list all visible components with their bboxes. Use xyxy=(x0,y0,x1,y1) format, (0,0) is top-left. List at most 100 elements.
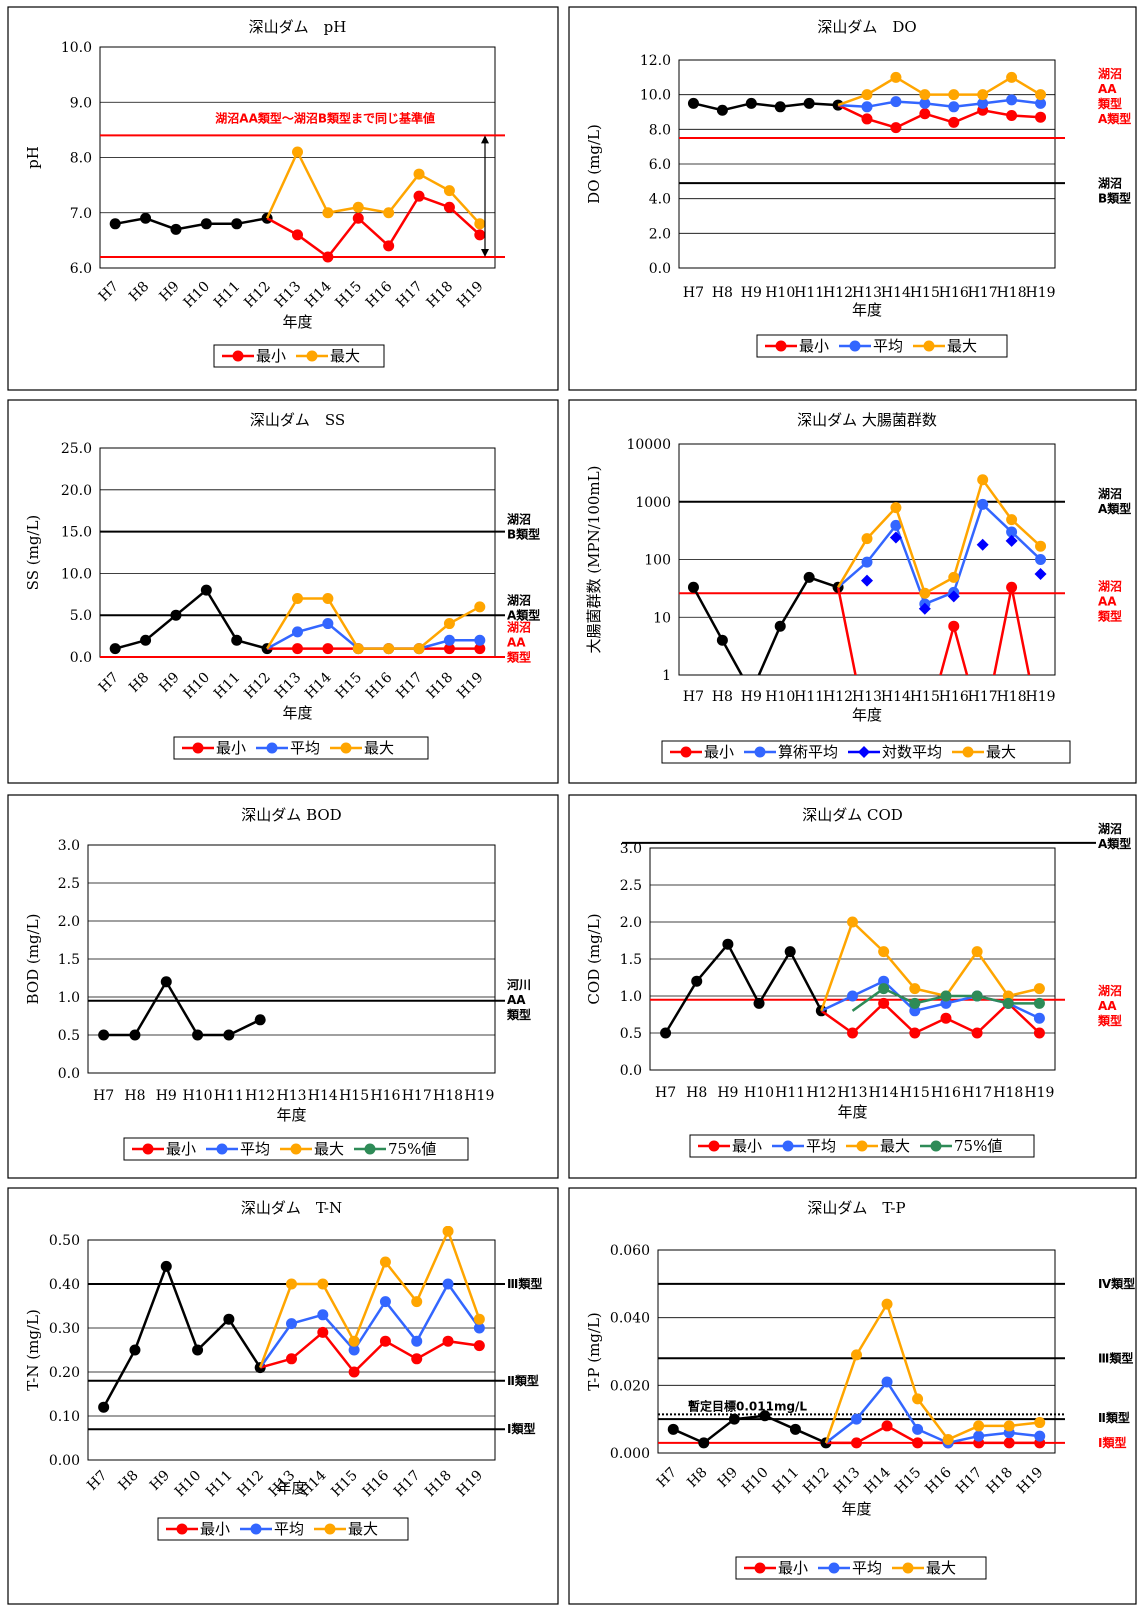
chart-ss: 深山ダム SS0.05.010.015.020.025.0H7 H8 H9H10H1… xyxy=(7,399,559,784)
x-axis-label: 年度 xyxy=(841,1500,871,1518)
data-point-対数平均 xyxy=(861,574,873,587)
y-tick-label: 10.0 xyxy=(640,88,671,104)
data-point-historical xyxy=(728,1413,740,1425)
data-point-対数平均 xyxy=(976,538,989,551)
data-point-historical xyxy=(254,1014,266,1026)
data-point-最大 xyxy=(948,89,960,101)
annotation-line: B類型 xyxy=(1098,191,1131,206)
chart-title: 深山ダム BOD xyxy=(241,806,341,824)
data-point-historical xyxy=(129,1344,141,1356)
legend-swatch-marker xyxy=(782,1140,794,1152)
legend-swatch-marker xyxy=(290,1143,302,1155)
data-point-算術平均 xyxy=(977,498,989,510)
data-point-最小 xyxy=(919,108,931,120)
legend-label: 平均 xyxy=(274,1520,304,1538)
chart-title: 深山ダム COD xyxy=(802,806,903,824)
data-point-最大 xyxy=(292,592,303,604)
data-point-最小 xyxy=(348,1366,360,1378)
annotation-line: 湖沼AA類型～湖沼B類型まで同じ基準値 xyxy=(215,110,435,125)
legend-label: 最小 xyxy=(216,739,246,757)
data-point-最大 xyxy=(942,1433,954,1445)
series-line-最大 xyxy=(837,477,1042,596)
data-point-historical xyxy=(667,1423,679,1435)
x-tick-label: H15 xyxy=(910,689,940,705)
series-line-最大 xyxy=(265,149,481,225)
x-tick-label: H17 xyxy=(402,1088,432,1104)
plot-area xyxy=(99,46,496,269)
annotation-line: Ⅰ類型 xyxy=(1098,1435,1126,1450)
y-tick-label: 0.50 xyxy=(49,1233,80,1249)
x-tick-label: H10 xyxy=(765,689,795,705)
data-point-historical xyxy=(109,643,121,655)
legend-swatch-marker xyxy=(858,746,870,758)
data-layer xyxy=(687,71,1047,134)
plot-area xyxy=(657,1249,1056,1454)
data-point-最大 xyxy=(292,146,303,158)
y-tick-label: 1 xyxy=(662,668,671,684)
data-point-75%値 xyxy=(1002,997,1014,1009)
data-point-平均 xyxy=(851,1413,862,1425)
data-point-平均 xyxy=(861,101,873,113)
x-tick-label: H13 xyxy=(852,689,882,705)
y-tick-label: 3.0 xyxy=(620,841,642,857)
x-tick-label: H16 xyxy=(370,1088,400,1104)
y-axis-label: BOD (mg/L) xyxy=(24,914,42,1005)
legend-label: 最大 xyxy=(947,337,977,355)
x-tick-label: H7 xyxy=(683,285,704,301)
plot-area xyxy=(87,1239,496,1461)
data-point-最大 xyxy=(322,207,334,219)
data-point-historical xyxy=(98,1401,110,1413)
x-tick-label: H17 xyxy=(968,285,998,301)
annotation-line: 類型 xyxy=(506,650,531,665)
data-point-最大 xyxy=(890,502,902,514)
data-point-平均 xyxy=(292,626,303,638)
chart-frame xyxy=(7,1187,559,1605)
legend: 最小 平均 最大 75%値 xyxy=(689,1134,1035,1158)
data-point-historical xyxy=(109,218,121,230)
legend-label: 最大 xyxy=(364,739,394,757)
y-tick-label: 0.0 xyxy=(620,1063,642,1079)
annotation-line: 湖沼 xyxy=(507,511,531,526)
data-point-最小 xyxy=(881,1420,893,1432)
legend-swatch-marker xyxy=(849,340,861,352)
annotation: Ⅲ類型 xyxy=(1098,1350,1133,1365)
data-point-historical xyxy=(722,938,734,950)
x-axis-label: 年度 xyxy=(852,706,882,724)
data-point-historical xyxy=(660,1027,672,1039)
data-point-最大 xyxy=(1034,1417,1046,1429)
data-point-最大 xyxy=(977,474,989,486)
chart-title: 深山ダム SS xyxy=(250,411,345,429)
annotation-line: AA xyxy=(507,636,526,650)
legend-label: 最小 xyxy=(778,1559,808,1577)
annotation: 湖沼 A類型 xyxy=(507,593,540,623)
y-axis-label: DO (mg/L) xyxy=(585,124,603,204)
data-point-平均 xyxy=(919,97,931,109)
data-point-最小 xyxy=(1003,1437,1015,1449)
legend-label: 最大 xyxy=(880,1137,910,1155)
legend-label: 最大 xyxy=(330,347,360,365)
y-tick-label: 1.5 xyxy=(58,952,80,968)
y-tick-label: 20.0 xyxy=(61,483,92,499)
data-point-historical xyxy=(170,609,182,621)
data-point-最小 xyxy=(1006,581,1018,593)
data-point-historical xyxy=(160,976,172,988)
data-point-historical xyxy=(200,218,212,230)
plot-area xyxy=(87,844,496,1074)
annotation-line: AA xyxy=(1098,999,1117,1013)
data-point-平均 xyxy=(881,1376,893,1388)
data-point-最大 xyxy=(352,643,364,655)
data-point-最大 xyxy=(348,1335,360,1347)
legend: 最小 平均 最大 xyxy=(157,1517,409,1541)
data-point-最大 xyxy=(851,1349,862,1361)
data-point-最小 xyxy=(442,1335,454,1347)
legend-swatch-marker xyxy=(828,1562,840,1574)
annotation-line: B類型 xyxy=(507,526,540,541)
x-tick-label: H13 xyxy=(837,1085,867,1101)
legend-label: 平均 xyxy=(852,1559,882,1577)
chart-coliform: 深山ダム 大腸菌群数 1 10 100 1000 10000 H7 H8 H9 H10H11H12… xyxy=(568,399,1137,784)
chart-frame xyxy=(568,399,1137,784)
x-tick-label: H16 xyxy=(939,689,969,705)
y-tick-label: 10.0 xyxy=(61,566,92,582)
